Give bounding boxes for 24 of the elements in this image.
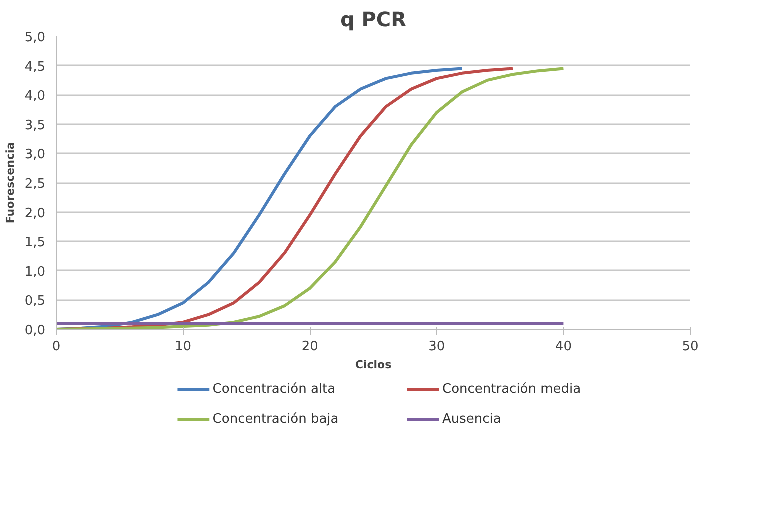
legend-label: Concentración media [442,382,582,397]
y-axis-title: Fuorescencia [4,142,17,224]
y-tick-label: 1,0 [24,264,46,280]
x-tick-label: 10 [175,340,192,354]
x-tick-label: 30 [428,340,446,354]
x-tick-label: 50 [682,340,699,354]
legend-label: Concentración baja [212,412,339,427]
y-tick-label: 0,0 [24,324,46,338]
legend-label: Ausencia [442,412,502,427]
x-tick-label: 0 [52,340,61,354]
chart-title: q PCR [340,8,407,32]
y-tick-label: 2,5 [24,177,46,192]
x-axis-title: Ciclos [355,358,392,372]
y-tick-label: 4,0 [24,89,46,104]
y-tick-label: 4,5 [24,60,46,75]
x-tick-label: 20 [302,340,318,354]
y-tick-label: 1,5 [24,236,46,251]
y-tick-label: 5,0 [24,30,46,46]
y-tick-label: 0,5 [24,294,46,310]
y-tick-label: 2,0 [24,206,46,222]
y-tick-label: 3,0 [24,148,46,163]
legend-label: Concentración alta [212,382,336,397]
x-tick-label: 40 [555,340,572,354]
y-tick-label: 3,5 [24,118,46,134]
